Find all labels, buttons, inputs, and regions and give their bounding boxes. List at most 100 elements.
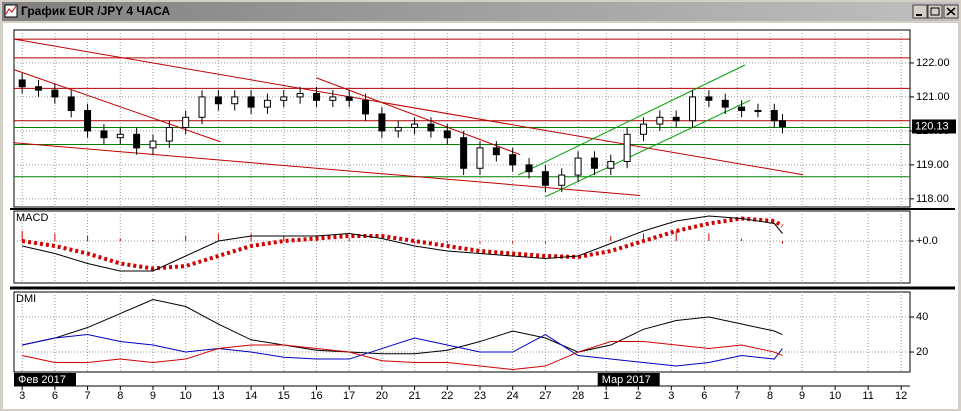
series-plus-di	[22, 333, 783, 367]
x-tick-label: 8	[767, 390, 773, 402]
candle-body	[411, 123, 419, 129]
candle-body	[67, 96, 75, 112]
candle-body	[296, 93, 304, 98]
candle-body	[738, 106, 746, 112]
candle-body	[149, 140, 157, 149]
x-tick-label: 6	[701, 390, 707, 402]
panel-border	[13, 210, 911, 284]
x-tick-label: 17	[343, 390, 355, 402]
x-tick-label: 9	[799, 390, 805, 402]
x-tick-label: 2	[635, 390, 641, 402]
candle-body	[778, 120, 786, 127]
candle-body	[231, 96, 239, 105]
x-tick-label: 24	[507, 390, 519, 402]
series-minus-di	[22, 341, 783, 371]
x-tick-label: 7	[85, 390, 91, 402]
x-tick-label: 3	[19, 390, 25, 402]
trend-line	[545, 99, 751, 198]
window-buttons[interactable]	[912, 4, 959, 19]
x-tick-label: 1	[603, 390, 609, 402]
x-tick-label: 23	[474, 390, 486, 402]
candle-body	[590, 157, 598, 169]
month-label: Мар 2017	[602, 374, 651, 386]
candle-body	[492, 147, 500, 156]
x-tick-label: 22	[441, 390, 453, 402]
candle-body	[133, 133, 141, 149]
candle-body	[35, 86, 43, 91]
candle-body	[51, 89, 59, 98]
candle-body	[362, 99, 370, 115]
y-tick-label: 121.00	[916, 91, 950, 103]
candle-body	[558, 174, 566, 186]
panel-border	[13, 29, 911, 208]
x-tick-label: 8	[117, 390, 123, 402]
candle-body	[656, 116, 664, 125]
x-tick-label: 12	[895, 390, 907, 402]
candle-body	[460, 137, 468, 169]
candle-body	[394, 127, 402, 132]
candle-body	[689, 96, 697, 122]
x-tick-label: 16	[310, 390, 322, 402]
trend-line	[518, 64, 746, 176]
panel-title: DMI	[16, 293, 36, 305]
candle-body	[443, 130, 451, 139]
x-tick-label: 27	[539, 390, 551, 402]
candle-body	[116, 133, 124, 139]
candle-body	[312, 93, 320, 101]
last-price-box	[912, 119, 956, 134]
candle-body	[770, 110, 778, 122]
close-icon	[946, 7, 956, 16]
y-tick-label: 40	[916, 311, 928, 323]
x-tick-label: 13	[212, 390, 224, 402]
x-tick-label: 10	[180, 390, 192, 402]
candle-body	[525, 164, 533, 173]
maximize-button[interactable]	[927, 4, 943, 19]
candle-body	[84, 110, 92, 132]
x-tick-label: 9	[150, 390, 156, 402]
y-tick-label: +0.0	[916, 235, 938, 247]
candle-body	[18, 79, 26, 88]
y-tick-label: 119.00	[916, 159, 949, 171]
candle-body	[639, 123, 647, 135]
month-label-box	[597, 373, 660, 386]
candle-body	[280, 96, 288, 101]
candle-body	[541, 171, 549, 186]
trend-line	[14, 142, 641, 196]
candle-body	[705, 96, 713, 101]
x-tick-label: 3	[668, 390, 674, 402]
candle-body	[721, 99, 729, 108]
y-tick-label: 122.00	[916, 57, 950, 69]
y-tick-label: 118.00	[916, 193, 949, 205]
minimize-button[interactable]	[912, 4, 928, 19]
x-tick-label: 21	[408, 390, 420, 402]
x-tick-label: 7	[734, 390, 740, 402]
plot: 122.00121.00120.00119.00118.00120.13+0.0…	[10, 29, 956, 402]
candle-body	[329, 96, 337, 101]
candle-body	[182, 116, 190, 129]
candle-body	[476, 147, 484, 169]
trend-line	[316, 77, 521, 156]
series-signal	[21, 216, 784, 271]
candle-body	[672, 116, 680, 122]
x-tick-label: 28	[572, 390, 584, 402]
title-bar	[2, 2, 959, 21]
window-icon-graph	[5, 5, 17, 15]
candle-body	[263, 99, 271, 108]
candle-body	[378, 113, 386, 132]
window-title: График EUR /JPY 4 ЧАСА	[21, 4, 171, 18]
candle-body	[509, 154, 517, 166]
candle-body	[607, 160, 615, 169]
x-tick-label: 20	[376, 390, 388, 402]
trend-line	[14, 38, 804, 176]
x-tick-label: 11	[862, 390, 873, 402]
x-tick-label: 14	[245, 390, 257, 402]
panel-border	[13, 291, 911, 373]
candle-body	[165, 127, 173, 142]
candle-body	[214, 96, 222, 105]
month-label: Фев 2017	[18, 374, 66, 386]
x-tick-label: 6	[52, 390, 58, 402]
panel-title: MACD	[16, 212, 48, 224]
candle-body	[100, 130, 108, 139]
candle-body	[574, 157, 582, 176]
